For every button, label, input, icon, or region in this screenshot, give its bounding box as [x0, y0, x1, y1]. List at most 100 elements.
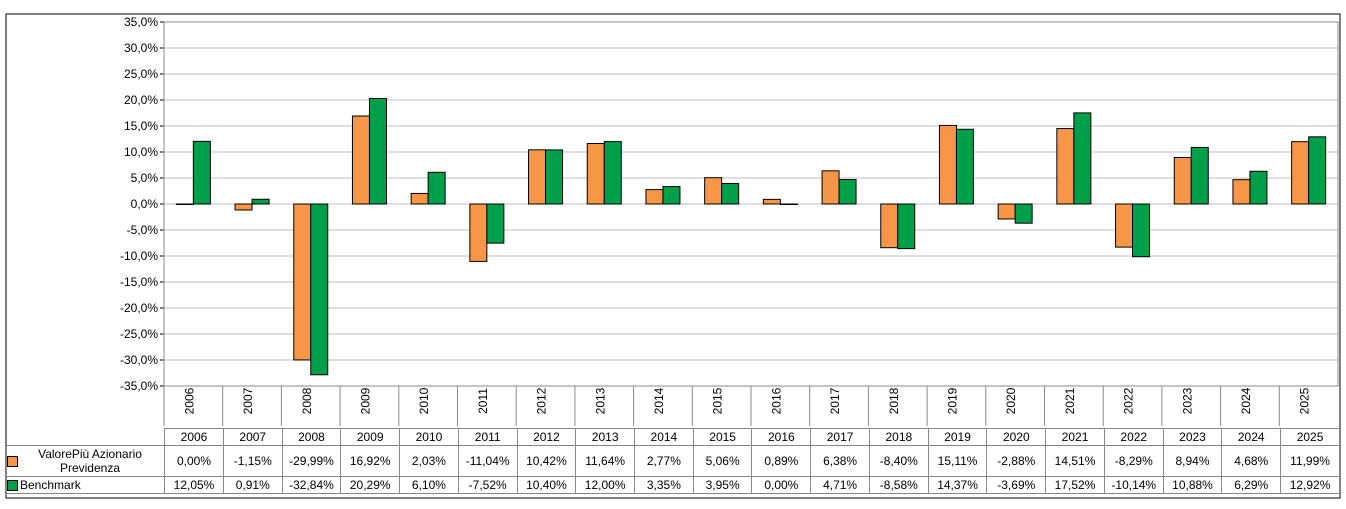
- x-tick-label: 2016: [769, 387, 783, 414]
- x-tick-label: 2021: [1063, 387, 1077, 414]
- table-value: 12,92%: [1280, 476, 1340, 494]
- bar: [1115, 203, 1134, 248]
- table-value: 12,05%: [164, 476, 224, 494]
- table-corner: [7, 429, 165, 446]
- bar: [486, 203, 505, 244]
- table-value: -8,40%: [868, 445, 929, 477]
- table-value: 16,92%: [340, 445, 401, 477]
- table-value: 2,03%: [399, 445, 459, 477]
- table-year: 2008: [281, 428, 342, 446]
- legend-swatch: [7, 480, 18, 492]
- bar: [1073, 112, 1092, 205]
- table-value: 2,77%: [634, 445, 694, 477]
- bar: [234, 203, 253, 211]
- chart-frame: [5, 13, 1341, 499]
- table-year: 2015: [692, 428, 753, 446]
- x-tick-label: 2020: [1004, 387, 1018, 414]
- x-tick-label: 2017: [828, 387, 842, 414]
- bar: [469, 203, 488, 262]
- bar: [1132, 203, 1151, 258]
- bar: [938, 124, 957, 205]
- table-value: 11,99%: [1280, 445, 1340, 477]
- x-tick-label: 2012: [535, 387, 549, 414]
- bar: [762, 198, 781, 205]
- table-value: 20,29%: [340, 476, 401, 494]
- y-tick-label: 15,0%: [124, 119, 158, 133]
- table-value: 15,11%: [927, 445, 988, 477]
- bar: [427, 171, 446, 205]
- table-value: 0,89%: [751, 445, 812, 477]
- bar: [662, 186, 681, 205]
- table-value: -32,84%: [281, 476, 342, 494]
- table-value: 6,29%: [1221, 476, 1282, 494]
- table-value: -10,14%: [1103, 476, 1164, 494]
- table-year: 2019: [927, 428, 988, 446]
- bar: [821, 170, 840, 205]
- bar: [603, 141, 622, 205]
- bar: [528, 149, 547, 205]
- table-value: -7,52%: [457, 476, 518, 494]
- table-value: 11,64%: [575, 445, 636, 477]
- table-year: 2012: [516, 428, 577, 446]
- bar: [721, 182, 740, 205]
- x-tick-label: 2011: [476, 388, 490, 414]
- table-value: 3,95%: [692, 476, 753, 494]
- table-year: 2021: [1045, 428, 1105, 446]
- table-value: 5,06%: [692, 445, 753, 477]
- table-value: -8,29%: [1103, 445, 1164, 477]
- bar: [293, 203, 312, 361]
- x-tick-label: 2019: [945, 387, 959, 414]
- table-value: -29,99%: [281, 445, 342, 477]
- table-value: -1,15%: [222, 445, 283, 477]
- table-value: 0,91%: [222, 476, 283, 494]
- x-tick-label: 2018: [887, 387, 901, 414]
- bar: [368, 97, 387, 205]
- bar: [1173, 157, 1192, 205]
- table-year: 2017: [810, 428, 870, 446]
- y-tick-label: 10,0%: [124, 145, 158, 159]
- table-value: 14,51%: [1045, 445, 1105, 477]
- table-row: ValorePiù Azionario Previdenza 0,00% -1,15…: [5, 445, 1340, 477]
- table-row: Benchmark 12,05% 0,91% -32,84% 20,29% 6,10% -7…: [5, 476, 1340, 494]
- table-value: 10,42%: [516, 445, 577, 477]
- table-value: 0,00%: [164, 445, 224, 477]
- table-value: 3,35%: [634, 476, 694, 494]
- x-tick-label: 2010: [417, 387, 431, 414]
- table-value: 4,71%: [810, 476, 870, 494]
- x-tick-label: 2014: [652, 387, 666, 414]
- y-tick-label: -5,0%: [127, 223, 159, 237]
- y-tick-label: -10,0%: [120, 249, 158, 263]
- table-value: 8,94%: [1162, 445, 1223, 477]
- legend-label: ValorePiù Azionario Previdenza: [38, 447, 142, 475]
- y-tick-label: 30,0%: [124, 41, 158, 55]
- table-value: 10,40%: [516, 476, 577, 494]
- x-tick-label: 2022: [1122, 387, 1136, 414]
- x-tick-label: 2006: [182, 387, 196, 414]
- table-value: -11,04%: [457, 445, 518, 477]
- legend-swatch: [7, 455, 18, 467]
- y-tick-label: -30,0%: [120, 353, 158, 367]
- bar: [351, 115, 370, 205]
- bar: [545, 149, 564, 205]
- bar: [779, 203, 798, 205]
- bar: [192, 140, 211, 205]
- table-value: -3,69%: [986, 476, 1047, 494]
- table-year: 2009: [340, 428, 401, 446]
- bar: [704, 177, 723, 205]
- table-value: 6,10%: [399, 476, 459, 494]
- x-tick-label: 2025: [1298, 387, 1312, 414]
- y-tick-label: 20,0%: [124, 93, 158, 107]
- y-tick-label: 5,0%: [131, 171, 159, 185]
- y-tick-label: -35,0%: [120, 379, 158, 393]
- bar: [251, 198, 270, 205]
- table-year: 2022: [1103, 428, 1164, 446]
- table-year: 2010: [399, 428, 459, 446]
- x-tick-label: 2015: [711, 387, 725, 414]
- bar: [1308, 136, 1327, 205]
- y-tick-label: -25,0%: [120, 327, 158, 341]
- bar: [880, 203, 899, 249]
- table-year: 2016: [751, 428, 812, 446]
- table-value: -8,58%: [868, 476, 929, 494]
- y-tick-label: -15,0%: [120, 275, 158, 289]
- x-tick-label: 2013: [593, 387, 607, 414]
